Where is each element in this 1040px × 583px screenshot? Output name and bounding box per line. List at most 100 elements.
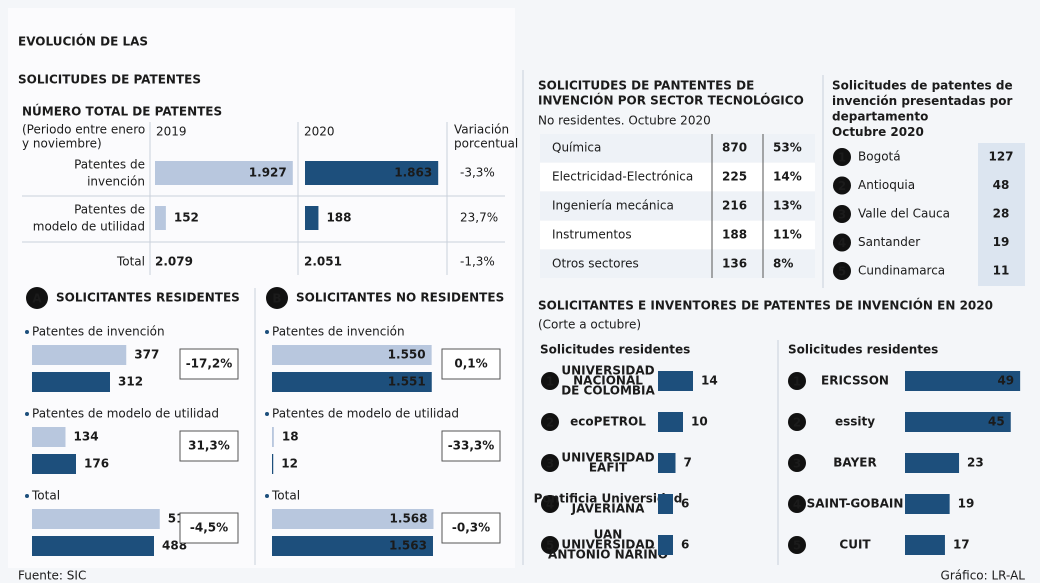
bar-value: 1.863: [394, 166, 432, 180]
bar: [305, 161, 439, 185]
bullet: [25, 412, 29, 416]
department-value: 19: [993, 235, 1010, 249]
bar: [905, 453, 960, 473]
column-header: Variación: [454, 123, 509, 137]
rank-badge: [788, 454, 806, 472]
bar: [32, 345, 127, 365]
bar-value: 12: [281, 457, 298, 471]
variation-box: [179, 430, 239, 462]
group-label: Patentes de invención: [272, 325, 405, 339]
bar: [905, 412, 1011, 432]
logo-text: ANTONIO NARIÑO: [548, 547, 668, 562]
table-subtitle: No residentes. Octubre 2020: [538, 114, 711, 128]
bullet: [25, 494, 29, 498]
row-label: modelo de utilidad: [33, 220, 145, 234]
bar-value: 19: [958, 497, 975, 511]
logo-text: DE COLOMBIA: [561, 384, 655, 398]
rank-badge: [541, 536, 559, 554]
sector-name: Química: [552, 141, 601, 155]
sector-name: Ingeniería mecánica: [552, 199, 674, 213]
bar-value: 49: [997, 374, 1014, 388]
logo-text: Pontificia Universidad: [534, 492, 683, 506]
rank-badge: [788, 495, 806, 513]
rank-badge: [541, 495, 559, 513]
sector-name: Otros sectores: [552, 257, 639, 271]
bar: [155, 161, 293, 185]
bar: [658, 535, 673, 555]
variation-box: [441, 430, 501, 462]
bar-value: 18: [282, 430, 299, 444]
total-value: 2.079: [155, 255, 193, 269]
row-label: invención: [87, 175, 145, 189]
logo-text: UNIVERSIDAD: [561, 364, 654, 378]
left-panel: [8, 8, 515, 568]
rank-number: A: [32, 292, 42, 306]
department-name: Santander: [858, 235, 920, 249]
row-label: Patentes de: [74, 158, 145, 172]
variation: 31,3%: [188, 439, 230, 453]
bar-value: 6: [681, 538, 689, 552]
rank-number: 2: [793, 416, 801, 430]
column-header: 2020: [304, 125, 335, 139]
department-value: 28: [993, 207, 1010, 221]
bar-value: 23: [967, 456, 984, 470]
logo-text: essity: [835, 415, 875, 429]
rank-badge: [833, 176, 851, 195]
note: y noviembre): [22, 137, 102, 151]
rank-badge: [541, 454, 559, 472]
sector-value: 225: [722, 170, 747, 184]
logo-text: NACIONAL: [573, 374, 643, 388]
section-subtitle: (Corte a octubre): [538, 318, 641, 332]
section-heading: SOLICITANTES E INVENTORES DE PATENTES DE…: [538, 298, 993, 313]
bar-value: 312: [118, 375, 143, 389]
rank-number: 3: [838, 208, 846, 222]
bar-value: 1.551: [388, 375, 426, 389]
bullet: [265, 494, 269, 498]
variation: 0,1%: [454, 357, 487, 371]
group-label: Patentes de modelo de utilidad: [32, 407, 219, 421]
department-value: 127: [988, 150, 1013, 164]
bullet: [265, 412, 269, 416]
sector-share: 11%: [773, 228, 802, 242]
logo-text: UNIVERSIDAD: [561, 538, 654, 552]
sector-value: 870: [722, 141, 747, 155]
table-title: SOLICITUDES DE PANTENTES DE: [538, 79, 754, 93]
department-name: Bogotá: [858, 150, 901, 164]
group-label: Total: [271, 489, 300, 503]
bullet: [25, 330, 29, 334]
logo-text: UNIVERSIDAD: [561, 451, 654, 465]
rank-badge: [26, 287, 48, 309]
bar-value: 1.550: [388, 348, 426, 362]
sector-value: 216: [722, 199, 747, 213]
variation-box: [179, 348, 239, 380]
logo-text: CUIT: [839, 538, 871, 552]
table-row: [540, 192, 815, 220]
variation-box: [441, 512, 501, 544]
logo-text: SAINT-GOBAIN: [807, 497, 904, 511]
bar: [155, 206, 166, 230]
bar: [32, 454, 76, 474]
variation: -3,3%: [460, 166, 495, 180]
rank-badge: [788, 413, 806, 431]
table-row: [540, 250, 815, 278]
rank-number: 2: [838, 179, 846, 193]
row-label: Total: [116, 255, 145, 269]
bar: [272, 427, 274, 447]
bar: [272, 536, 433, 556]
bar: [905, 494, 950, 514]
bar: [32, 536, 154, 556]
department-name: Valle del Cauca: [858, 207, 950, 221]
sector-value: 136: [722, 257, 747, 271]
variation: -1,3%: [460, 255, 495, 269]
bar-value: 134: [74, 430, 99, 444]
rank-number: B: [272, 292, 281, 306]
bar: [32, 509, 160, 529]
section-heading: SOLICITANTES RESIDENTES: [56, 291, 240, 305]
value-column: [978, 143, 1025, 286]
department-name: Antioquia: [858, 178, 915, 192]
rank-badge: [833, 233, 851, 252]
rank-badge: [266, 287, 288, 309]
bar: [658, 371, 693, 391]
group-label: Patentes de modelo de utilidad: [272, 407, 459, 421]
